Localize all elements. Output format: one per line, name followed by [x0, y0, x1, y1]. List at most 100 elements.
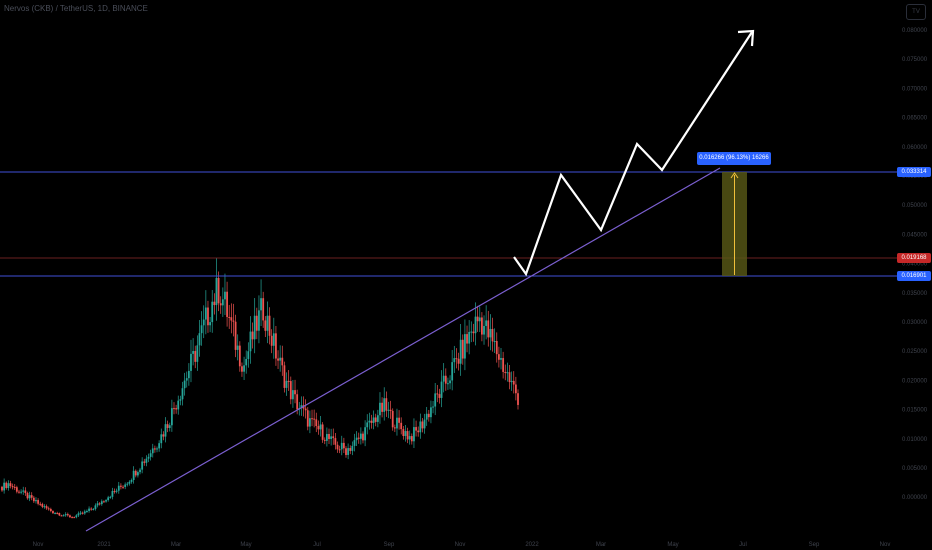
candle-body [306, 410, 309, 427]
y-tick-label: 0.070000 [902, 86, 928, 92]
candle-body [300, 405, 303, 408]
candle-body [398, 417, 400, 423]
candle-body [440, 381, 443, 398]
candle-body [158, 443, 161, 449]
candle-body [419, 421, 422, 433]
candle-body [258, 310, 260, 331]
candle-body [45, 506, 48, 509]
candle-body [224, 291, 226, 300]
candle-body [415, 427, 417, 431]
candle-body [514, 384, 517, 394]
candle-body [151, 448, 154, 454]
candle-body [497, 354, 500, 360]
candle-body [190, 353, 192, 371]
candle-body [221, 299, 224, 306]
candle-body [255, 315, 258, 331]
x-tick-label: 2022 [525, 542, 539, 548]
candle-body [86, 510, 88, 512]
x-tick-label: Mar [171, 542, 181, 548]
candle-body [162, 434, 165, 437]
candle-body [393, 427, 396, 429]
y-tick-label: 0.065000 [902, 116, 928, 122]
candle-body [362, 433, 364, 441]
candle-body [15, 487, 18, 492]
candle-body [49, 509, 52, 512]
candle-body [512, 380, 515, 385]
candle-body [372, 417, 375, 423]
candle-body [349, 448, 352, 451]
candle-body [132, 470, 135, 480]
candle-body [421, 421, 424, 429]
candle-body [264, 320, 267, 331]
candle-body [145, 458, 148, 463]
candle-body [88, 508, 90, 511]
x-tick-label: Mar [596, 542, 606, 548]
current-price-label: 0.019168 [897, 253, 931, 263]
candle-body [83, 511, 86, 514]
candle-body [336, 444, 339, 450]
candle-body [236, 345, 239, 350]
candle-body [217, 277, 220, 304]
candle-body [334, 438, 337, 445]
x-tick-label: Sep [384, 542, 395, 548]
candle-body [285, 380, 288, 388]
candle-body [234, 321, 237, 350]
candle-body [506, 372, 509, 374]
candle-body [37, 500, 39, 504]
resistance-price-label: 0.033314 [897, 167, 931, 177]
candle-body [79, 512, 82, 514]
candle-body [71, 517, 73, 519]
candle-body [28, 495, 31, 499]
candle-body [332, 436, 335, 439]
x-tick-label: May [667, 542, 678, 548]
candle-body [277, 358, 279, 361]
candle-body [487, 320, 490, 338]
candle-body [330, 436, 333, 439]
candle-body [476, 316, 479, 322]
candle-body [313, 418, 316, 420]
y-tick-label: 0.080000 [902, 28, 928, 34]
candle-body [272, 333, 275, 346]
candle-body [510, 380, 513, 383]
candle-body [461, 339, 464, 359]
candle-body [164, 424, 167, 437]
candle-body [260, 298, 262, 311]
candle-body [13, 486, 16, 488]
y-tick-label: 0.015000 [902, 408, 928, 414]
candle-body [413, 427, 415, 442]
candle-body [43, 506, 46, 508]
candle-body [319, 424, 322, 430]
candle-body [18, 491, 20, 493]
candle-body [357, 437, 360, 439]
candle-body [347, 448, 350, 455]
x-tick-label: Nov [455, 542, 466, 548]
candle-body [113, 491, 116, 493]
candle-body [120, 485, 122, 487]
candle-body [137, 472, 139, 476]
candle-body [311, 418, 313, 420]
candle-body [230, 317, 233, 321]
candle-body [147, 456, 150, 459]
candle-body [39, 503, 42, 505]
candle-body [427, 413, 430, 418]
candle-body [41, 504, 44, 507]
candle-body [143, 461, 146, 463]
candle-body [489, 328, 492, 338]
candle-body [30, 495, 33, 498]
candle-body [228, 316, 231, 318]
candle-body [173, 408, 175, 410]
x-tick-label: Sep [809, 542, 820, 548]
candle-body [100, 501, 103, 505]
candle-body [504, 371, 507, 373]
candle-body [204, 307, 207, 320]
candle-body [287, 380, 290, 382]
candle-body [266, 315, 269, 331]
candle-body [149, 453, 152, 457]
candle-body [226, 291, 228, 317]
y-tick-label: 0.060000 [902, 145, 928, 151]
x-tick-label: Jul [313, 542, 321, 548]
candle-body [1, 486, 3, 491]
candle-body [77, 513, 80, 516]
candle-body [376, 415, 379, 422]
